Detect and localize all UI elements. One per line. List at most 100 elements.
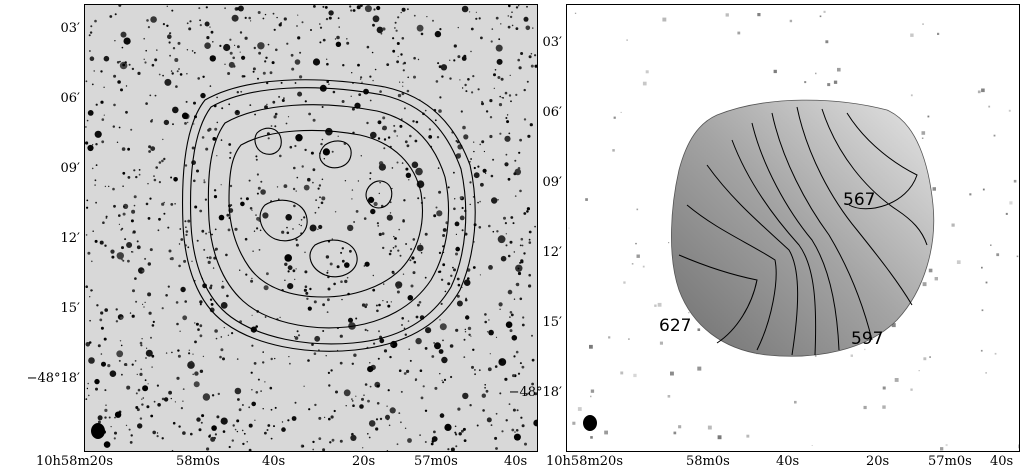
star — [424, 441, 427, 443]
star — [473, 141, 475, 143]
star — [212, 41, 214, 43]
star — [114, 431, 117, 435]
star — [352, 404, 355, 408]
star — [110, 426, 112, 428]
noise-pixel — [642, 81, 647, 86]
star — [441, 356, 448, 364]
star — [205, 147, 209, 151]
star — [266, 272, 269, 276]
contour-mid — [207, 104, 450, 329]
star — [130, 434, 133, 437]
star — [141, 269, 145, 273]
star — [128, 63, 131, 66]
star — [418, 301, 422, 304]
noise-pixel — [864, 348, 866, 351]
star — [163, 119, 170, 126]
star — [172, 106, 179, 114]
right-y-tick-1: 03′ — [542, 35, 563, 50]
star — [299, 75, 303, 79]
star — [95, 164, 98, 167]
star — [148, 145, 152, 149]
star — [101, 361, 106, 367]
star — [202, 393, 211, 401]
star — [468, 333, 471, 336]
star — [295, 243, 299, 247]
star — [322, 5, 325, 8]
star — [438, 349, 444, 354]
star — [292, 269, 296, 273]
star — [436, 136, 440, 139]
star — [441, 379, 443, 381]
noise-pixel — [985, 281, 988, 284]
noise-pixel — [746, 434, 750, 438]
star — [333, 282, 336, 286]
star — [383, 138, 387, 141]
star — [464, 328, 466, 331]
star — [450, 274, 453, 277]
star — [475, 11, 477, 13]
star — [297, 334, 301, 337]
star — [345, 405, 347, 407]
star — [361, 81, 363, 84]
star — [481, 102, 484, 106]
star — [280, 22, 282, 24]
star — [257, 186, 261, 190]
star — [442, 339, 444, 342]
star — [523, 118, 527, 121]
noise-pixel — [814, 355, 817, 357]
star — [193, 381, 200, 388]
star — [248, 423, 253, 428]
star — [258, 220, 261, 222]
star — [104, 416, 107, 419]
star — [150, 146, 156, 152]
star — [270, 408, 273, 411]
star — [404, 333, 407, 336]
star — [378, 163, 386, 171]
star — [86, 387, 89, 390]
star — [293, 166, 296, 170]
star — [94, 130, 102, 138]
star — [378, 303, 381, 307]
star — [147, 26, 150, 29]
star — [394, 21, 397, 24]
star — [209, 307, 215, 313]
star — [295, 134, 303, 142]
star — [174, 58, 179, 62]
star — [126, 385, 131, 390]
star — [464, 331, 467, 333]
star — [414, 378, 418, 381]
star — [161, 202, 165, 206]
star — [209, 26, 211, 28]
star — [534, 54, 537, 57]
star — [470, 27, 474, 31]
star — [286, 231, 290, 235]
left-y-tick-2: 06′ — [60, 91, 81, 106]
star — [443, 378, 447, 381]
noise-pixel — [945, 444, 948, 447]
star — [131, 251, 133, 253]
star — [145, 202, 149, 206]
star — [278, 95, 281, 98]
star — [388, 424, 391, 427]
star — [408, 348, 411, 351]
star — [396, 443, 399, 446]
star — [199, 209, 203, 213]
star — [289, 145, 293, 149]
star — [388, 252, 392, 256]
star — [222, 280, 224, 283]
star — [393, 124, 396, 127]
noise-pixel — [725, 13, 729, 17]
star — [229, 38, 232, 41]
hi-intensity-contours — [181, 79, 476, 352]
star — [150, 16, 157, 23]
star — [494, 436, 498, 440]
star — [163, 201, 165, 204]
star — [495, 447, 498, 450]
star — [258, 249, 261, 251]
star — [149, 248, 153, 252]
star — [382, 116, 386, 120]
star — [214, 247, 218, 251]
star — [245, 197, 249, 201]
star — [462, 427, 466, 431]
star — [397, 16, 400, 19]
